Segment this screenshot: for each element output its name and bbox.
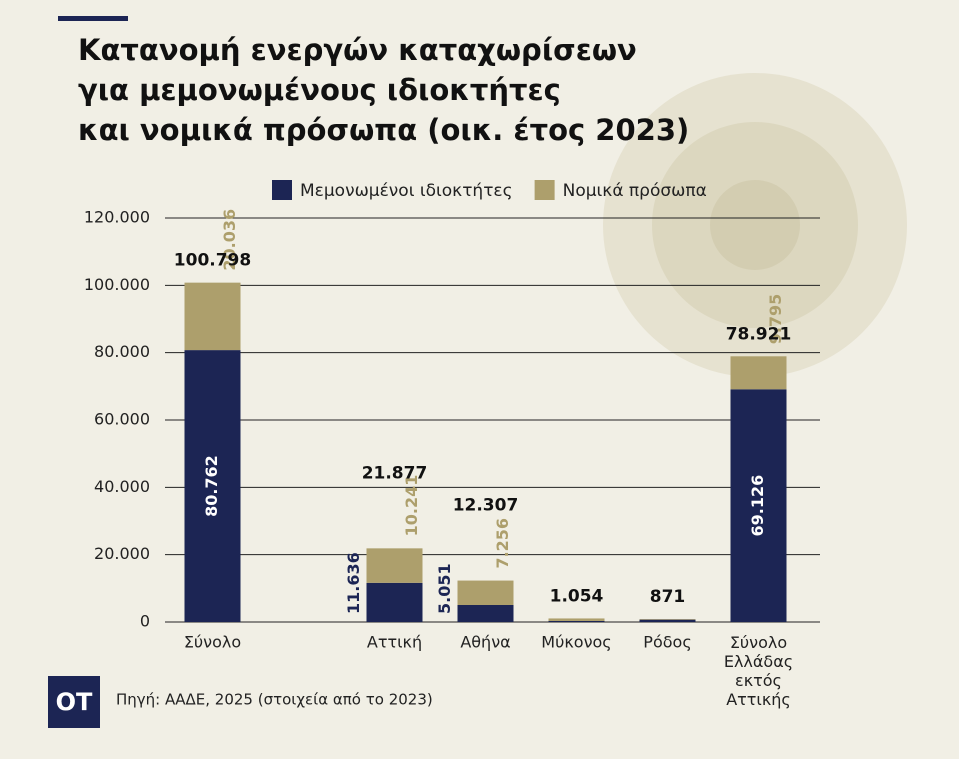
legend-swatch bbox=[534, 180, 555, 200]
x-tick-label: Αττική bbox=[367, 633, 422, 652]
x-tick-label: Μύκονος bbox=[541, 633, 611, 652]
bar-segment bbox=[548, 620, 605, 622]
value-label: 10.241 bbox=[402, 475, 421, 537]
decor-circle bbox=[710, 180, 800, 270]
chart-title: για μεμονωμένους ιδιοκτήτες bbox=[78, 73, 561, 107]
y-tick-label: 20.000 bbox=[94, 544, 150, 563]
value-label: 5.051 bbox=[435, 563, 454, 614]
total-label: 12.307 bbox=[453, 496, 519, 516]
value-label: 20.036 bbox=[220, 209, 239, 271]
x-tick-label: Ρόδος bbox=[643, 633, 691, 652]
source: Πηγή: ΑΑΔΕ, 2025 (στοιχεία από το 2023) bbox=[116, 691, 433, 709]
bar-segment bbox=[548, 618, 605, 621]
logo-box bbox=[48, 676, 100, 728]
total-label: 21.877 bbox=[362, 463, 428, 483]
value-label: 11.636 bbox=[344, 552, 363, 614]
value-label: 9.795 bbox=[766, 294, 785, 345]
bar-segment bbox=[457, 580, 514, 605]
chart-title: Κατανομή ενεργών καταχωρίσεων bbox=[78, 33, 637, 67]
bar-segment bbox=[366, 548, 423, 583]
x-tick-label: Αθήνα bbox=[460, 633, 510, 652]
bar-segment bbox=[184, 282, 241, 351]
value-label: 80.762 bbox=[202, 455, 221, 517]
logo: ΟΤ bbox=[56, 688, 93, 716]
y-tick-label: 0 bbox=[140, 612, 150, 631]
total-label: 78.921 bbox=[726, 324, 792, 344]
legend-label: Μεμονωμένοι ιδιοκτήτες bbox=[300, 181, 513, 201]
total-label: 1.054 bbox=[550, 586, 604, 606]
chart-title: και νομικά πρόσωπα (οικ. έτος 2023) bbox=[78, 113, 689, 147]
y-tick-label: 120.000 bbox=[84, 208, 150, 227]
y-tick-label: 40.000 bbox=[94, 477, 150, 496]
value-label: 7.256 bbox=[493, 518, 512, 569]
bar-segment bbox=[730, 356, 787, 390]
bar-segment bbox=[639, 619, 696, 620]
bar-segment bbox=[184, 350, 241, 622]
bar-segment bbox=[366, 582, 423, 622]
legend-label: Νομικά πρόσωπα bbox=[563, 181, 707, 201]
bar-segment bbox=[457, 604, 514, 622]
bar-segment bbox=[730, 389, 787, 622]
x-tick-label: Σύνολο Ελλάδας εκτός Αττικής bbox=[724, 633, 793, 709]
legend-swatch bbox=[272, 180, 292, 200]
total-label: 100.798 bbox=[174, 251, 251, 271]
x-tick-label: Σύνολο bbox=[184, 633, 241, 652]
bar-segment bbox=[639, 619, 696, 622]
y-tick-label: 60.000 bbox=[94, 410, 150, 429]
total-label: 871 bbox=[650, 587, 686, 607]
accent-line bbox=[58, 16, 128, 21]
y-tick-label: 100.000 bbox=[84, 275, 150, 294]
value-label: 69.126 bbox=[748, 475, 767, 537]
y-tick-label: 80.000 bbox=[94, 342, 150, 361]
